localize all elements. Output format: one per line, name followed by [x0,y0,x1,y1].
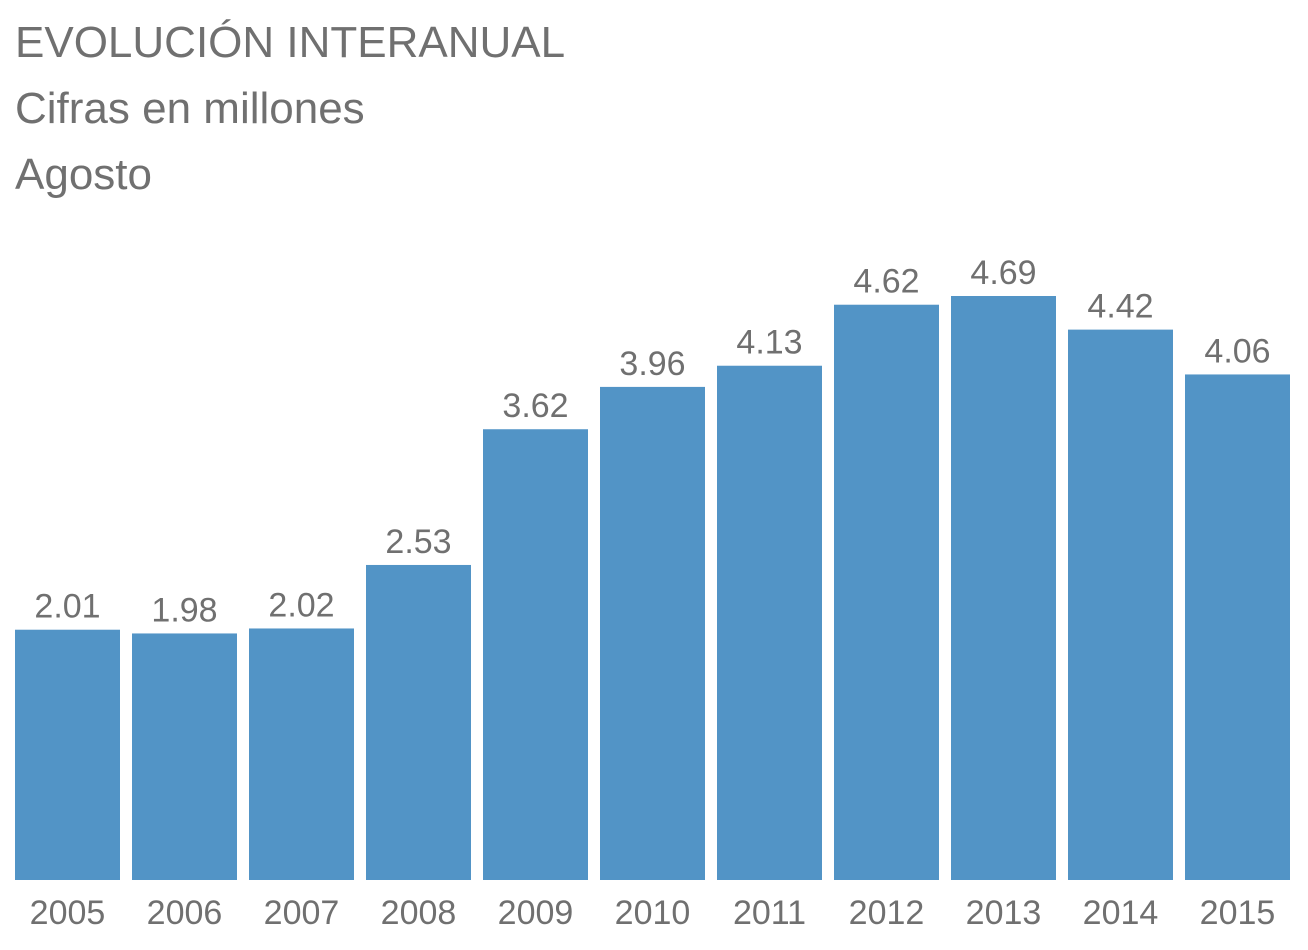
x-tick-label-2012: 2012 [849,894,925,932]
value-label-2007: 2.02 [268,586,334,624]
chart-period: Agosto [15,150,152,199]
x-tick-label-2008: 2008 [381,894,457,932]
bar-2005 [15,629,120,880]
bar-2008 [366,564,471,880]
bar-2006 [132,633,237,880]
value-label-2008: 2.53 [385,523,451,561]
x-tick-label-2010: 2010 [615,894,691,932]
chart-subtitle: Cifras en millones [15,84,365,133]
value-label-2015: 4.06 [1204,332,1270,370]
x-tick-label-2009: 2009 [498,894,574,932]
value-label-2013: 4.69 [970,254,1036,292]
x-tick-label-2005: 2005 [30,894,106,932]
bar-2013 [951,296,1056,880]
bar-2009 [483,429,588,880]
value-label-2014: 4.42 [1087,288,1153,326]
value-label-2006: 1.98 [151,591,217,629]
value-labels-group: 2.01 1.98 2.02 2.53 3.62 3.96 4.13 4.62 4.69 4.42… [34,254,1270,629]
x-tick-label-2014: 2014 [1083,894,1159,932]
chart-title: EVOLUCIÓN INTERANUAL [15,18,566,67]
x-tick-label-2006: 2006 [147,894,223,932]
bar-2011 [717,365,822,881]
bar-2012 [834,304,939,880]
value-label-2009: 3.62 [502,387,568,425]
x-tick-label-2013: 2013 [966,894,1042,932]
bar-2015 [1185,374,1290,880]
x-axis-tick-labels: 2005 2006 2007 2008 2009 2010 2011 2012 2013 2014… [30,894,1276,932]
bar-2014 [1068,329,1173,880]
x-tick-label-2007: 2007 [264,894,340,932]
bar-2010 [600,386,705,880]
bars-group [15,296,1290,881]
value-label-2011: 4.13 [736,324,802,362]
value-label-2005: 2.01 [34,588,100,626]
x-tick-label-2011: 2011 [733,894,806,932]
x-tick-label-2015: 2015 [1200,894,1276,932]
value-label-2012: 4.62 [853,263,919,301]
chart-header: EVOLUCIÓN INTERANUAL Cifras en millones … [15,10,565,208]
value-label-2010: 3.96 [619,345,685,383]
bar-2007 [249,628,354,880]
